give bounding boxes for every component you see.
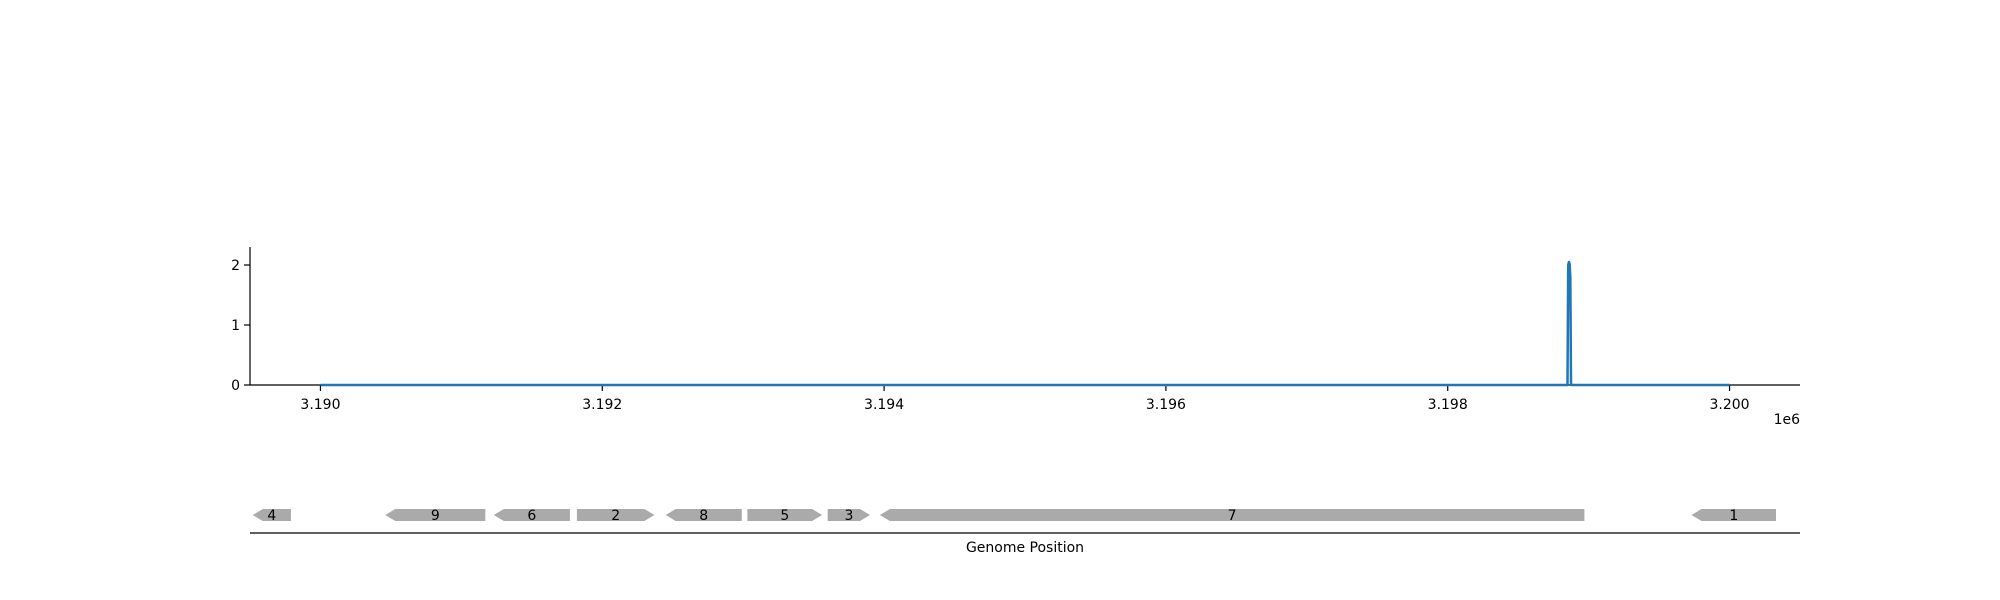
gene-feature-7 [879, 509, 1585, 521]
gene-feature-label: 3 [844, 508, 853, 524]
gene-feature-label: 8 [699, 508, 708, 524]
gene-feature-6 [493, 509, 570, 521]
x-tick-label: 3.198 [1428, 397, 1468, 413]
x-tick-label: 3.200 [1709, 397, 1749, 413]
gene-feature-label: 9 [431, 508, 440, 524]
gene-track: 4 9 6 2 8 5 3 7 1 Genome Position [250, 508, 1800, 556]
x-axis-label: Genome Position [966, 540, 1084, 556]
gene-feature-8 [665, 509, 742, 521]
x-tick-label: 3.192 [582, 397, 622, 413]
y-axis-ticks: 0 1 2 [231, 258, 250, 394]
gene-feature-4 [252, 509, 291, 521]
y-tick-label: 1 [231, 318, 240, 334]
coverage-plot: 0 1 2 3.190 3.192 3.194 3.196 3.198 3.200 1e6 [231, 247, 1800, 428]
coverage-line [320, 260, 1730, 387]
gene-feature-label: 7 [1228, 508, 1237, 524]
gene-feature-1 [1691, 509, 1776, 521]
x-tick-label: 3.196 [1146, 397, 1186, 413]
gene-features: 4 9 6 2 8 5 3 7 1 [252, 508, 1776, 524]
x-axis-ticks: 3.190 3.192 3.194 3.196 3.198 3.200 [300, 385, 1750, 413]
x-axis-offset-label: 1e6 [1774, 412, 1801, 428]
x-tick-label: 3.194 [864, 397, 904, 413]
y-tick-label: 0 [231, 378, 240, 394]
gene-feature-label: 5 [780, 508, 789, 524]
gene-feature-label: 6 [527, 508, 536, 524]
gene-feature-5 [747, 509, 823, 521]
gene-feature-9 [385, 509, 486, 521]
x-tick-label: 3.190 [300, 397, 340, 413]
gene-feature-label: 4 [267, 508, 276, 524]
gene-feature-3 [827, 509, 870, 521]
gene-feature-label: 2 [611, 508, 620, 524]
gene-feature-2 [576, 509, 655, 521]
y-tick-label: 2 [231, 258, 240, 274]
gene-feature-label: 1 [1729, 508, 1738, 524]
